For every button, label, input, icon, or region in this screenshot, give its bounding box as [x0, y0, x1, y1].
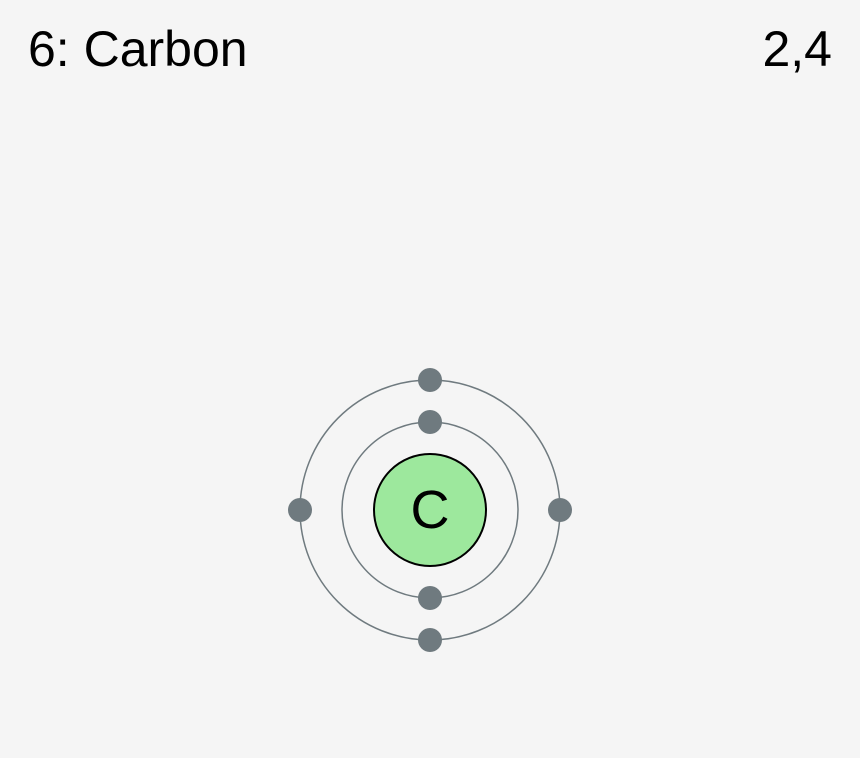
element-title: 6: Carbon	[28, 20, 248, 78]
electron-4	[418, 368, 442, 392]
electron-shell-diagram: C	[250, 330, 610, 690]
page-container: 6: Carbon 2,4 C	[0, 0, 860, 758]
electron-2	[418, 586, 442, 610]
electron-config-label: 2,4	[762, 20, 832, 78]
electron-3	[548, 498, 572, 522]
electron-5	[288, 498, 312, 522]
electron-1	[418, 410, 442, 434]
electron-6	[418, 628, 442, 652]
nucleus-symbol: C	[411, 480, 450, 540]
